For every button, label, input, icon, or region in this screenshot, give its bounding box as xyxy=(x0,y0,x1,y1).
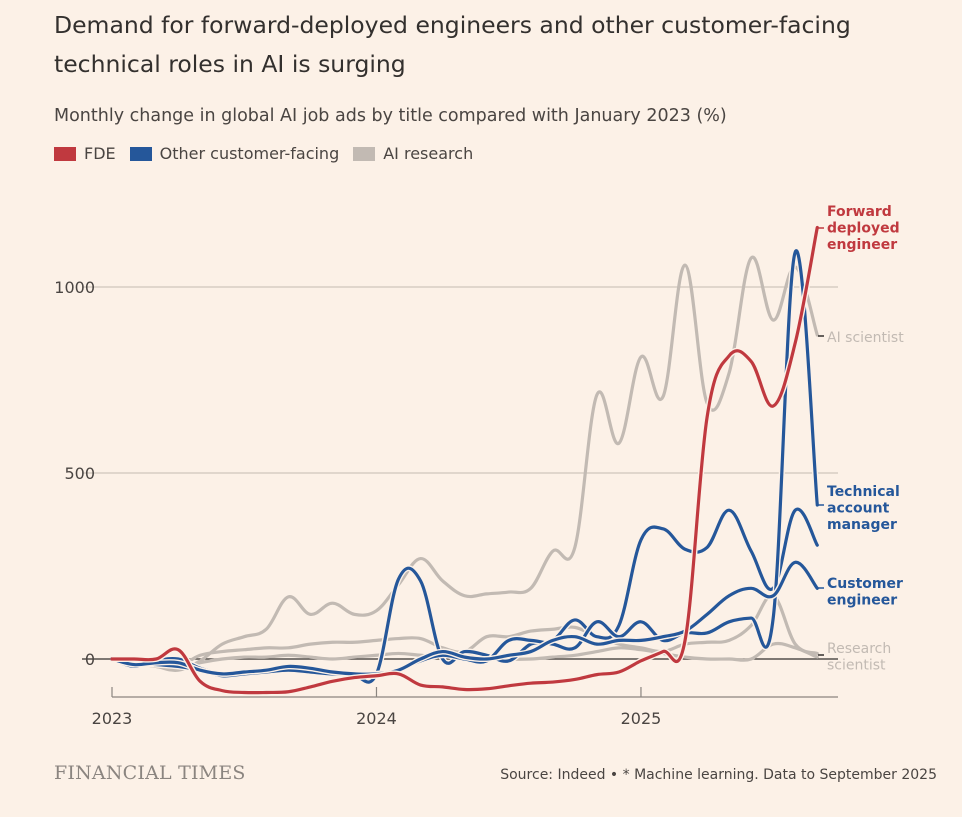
end-label-line: deployed xyxy=(827,221,900,237)
end-label-line: Research xyxy=(827,641,891,657)
end-label-line: AI scientist xyxy=(827,330,904,346)
y-tick-label: 500 xyxy=(64,464,95,483)
legend-swatch xyxy=(129,146,152,161)
legend-swatch xyxy=(54,146,76,161)
ft-logo: FINANCIAL TIMES xyxy=(54,762,246,784)
source-note: Source: Indeed • * Machine learning. Dat… xyxy=(500,767,937,783)
end-label: Technical account manager xyxy=(827,484,900,533)
end-label-line: account xyxy=(827,501,890,517)
chart-title: Demand for forward-deployed engineers an… xyxy=(54,11,851,78)
x-tick-label: 2024 xyxy=(356,709,397,728)
series-line-forward-deployed-engineer xyxy=(110,225,819,695)
x-tick-label: 2023 xyxy=(92,709,133,728)
end-label-line: engineer xyxy=(827,593,897,609)
series-line-forward-deployed-engineer-halo xyxy=(111,226,821,696)
series-line-customer-engineer xyxy=(110,560,819,676)
legend-item-ai-research: AI research xyxy=(353,144,473,163)
end-label-line: scientist xyxy=(827,658,886,674)
legend: FDE Other customer-facing AI research xyxy=(54,144,473,163)
legend-label: FDE xyxy=(84,144,116,163)
end-label: Customer engineer xyxy=(827,576,903,609)
legend-swatch xyxy=(353,146,376,161)
end-label: Forward deployed engineer xyxy=(827,204,900,253)
legend-label: AI research xyxy=(383,144,474,163)
y-tick-label: 0 xyxy=(85,650,95,669)
legend-item-other-customer-facing: Other customer-facing xyxy=(129,144,340,163)
legend-label: Other customer-facing xyxy=(159,144,340,163)
end-label-line: engineer xyxy=(827,237,897,253)
x-tick-label: 2025 xyxy=(621,709,662,728)
end-label-line: manager xyxy=(827,517,897,533)
chart-subtitle: Monthly change in global AI job ads by t… xyxy=(54,106,727,126)
end-label-line: Customer xyxy=(827,576,903,592)
end-label-line: Forward xyxy=(827,204,892,220)
end-label: Research scientist xyxy=(827,641,891,674)
y-tick-label: 1000 xyxy=(54,278,95,297)
end-label-line: Technical xyxy=(827,484,900,500)
legend-item-fde: FDE xyxy=(54,144,116,163)
end-label: AI scientist xyxy=(827,330,904,346)
